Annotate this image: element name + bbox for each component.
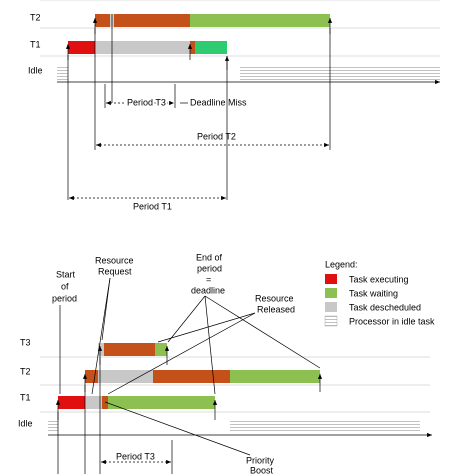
block (195, 41, 227, 54)
annotation: Resource (255, 293, 294, 303)
legend-item: Processor in idle task (349, 316, 435, 326)
block (230, 370, 320, 383)
legend-item: Task descheduled (349, 302, 421, 312)
block (190, 41, 195, 54)
block (68, 41, 95, 54)
legend-item: Task waiting (349, 288, 398, 298)
block (153, 370, 230, 383)
block (324, 315, 338, 327)
block (58, 396, 85, 409)
row-label: T2 (30, 12, 41, 22)
block (325, 288, 337, 298)
block (85, 370, 98, 383)
block (190, 14, 330, 27)
legend-item: Task executing (349, 274, 409, 284)
block (230, 420, 420, 433)
row-label: Idle (18, 418, 33, 428)
bottom-diagram: Legend: Task executing Task waiting Task… (18, 252, 435, 474)
line (91, 277, 111, 395)
annotation: deadline (191, 285, 225, 295)
block (48, 420, 58, 433)
annotation: = (206, 274, 211, 284)
block (325, 302, 337, 312)
top-diagram: T2 T1 Idle Period T3 Deadline Miss Perio… (28, 0, 440, 211)
annotation: Resource (95, 255, 134, 265)
block (85, 396, 102, 409)
annotation: period (197, 263, 222, 273)
annotation: Boost (250, 465, 274, 474)
row-label: T1 (20, 392, 31, 402)
block (95, 41, 190, 54)
annotation: Released (257, 304, 295, 314)
annotation: Request (98, 266, 132, 276)
annotation: Period T2 (197, 131, 236, 141)
annotation: Start (56, 269, 76, 279)
block (95, 14, 190, 27)
block (104, 343, 108, 356)
annotation: period (52, 293, 77, 303)
block (155, 343, 167, 356)
annotation: End of (196, 252, 223, 262)
block (325, 274, 337, 284)
row-label: T1 (30, 39, 41, 49)
annotation: Deadline Miss (190, 97, 247, 107)
block (240, 66, 440, 80)
legend-title: Legend: (325, 259, 358, 269)
annotation: Period T3 (127, 97, 166, 107)
row-label: T2 (20, 366, 31, 376)
line (107, 312, 256, 395)
block (108, 343, 155, 356)
row-label: T3 (20, 337, 31, 347)
annotation: of (61, 281, 69, 291)
block (98, 370, 153, 383)
line (204, 295, 216, 395)
row-label: Idle (28, 65, 43, 75)
line (101, 277, 111, 341)
line (204, 295, 321, 369)
block (102, 396, 108, 409)
line (104, 401, 251, 456)
annotation: Period T1 (133, 201, 172, 211)
annotation: Priority (246, 455, 275, 465)
block (108, 396, 215, 409)
line (167, 295, 206, 343)
line (157, 312, 256, 343)
annotation: Period T3 (116, 451, 155, 461)
block (57, 66, 68, 80)
